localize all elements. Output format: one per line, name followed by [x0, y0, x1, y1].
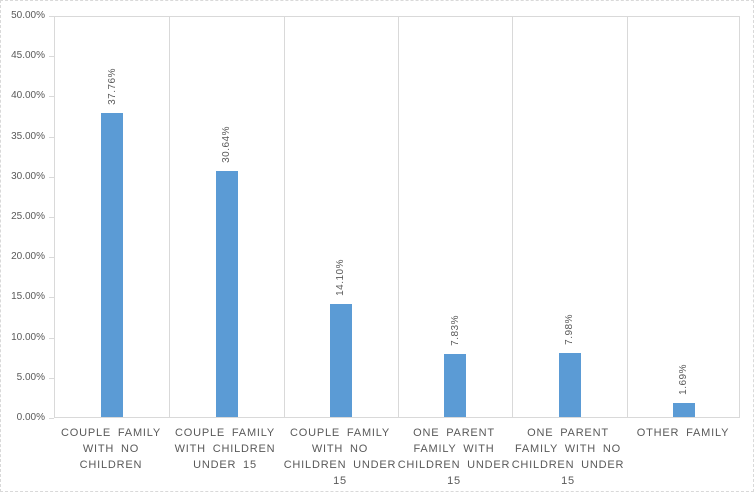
bar-value-label: 37.76%: [106, 68, 118, 105]
category-separator-line: [398, 17, 399, 417]
y-axis-tick-mark: [49, 257, 54, 259]
y-axis-tick-label: 25.00%: [11, 211, 45, 222]
category-separator-line: [284, 17, 285, 417]
category-separator-line: [512, 17, 513, 417]
bar-value-label: 30.64%: [220, 126, 232, 163]
bar: [330, 304, 352, 417]
x-axis-category-label: COUPLE FAMILY WITH CHILDREN UNDER 15: [174, 427, 276, 471]
x-axis-category-label: ONE PARENT FAMILY WITH NO CHILDREN UNDER…: [511, 427, 625, 487]
y-axis-tick-label: 40.00%: [11, 90, 45, 102]
y-axis-tick-label: 5.00%: [16, 371, 45, 383]
y-axis-tick-label: 15.00%: [11, 291, 45, 303]
y-axis-tick-label: 0.00%: [16, 412, 45, 423]
y-axis-tick-label: 35.00%: [11, 130, 45, 142]
bar-value-label: 7.98%: [563, 314, 575, 345]
category-separator-line: [169, 17, 170, 417]
y-axis-tick-mark: [49, 217, 54, 218]
y-axis-tick-mark: [49, 56, 54, 58]
x-axis-category-label: COUPLE FAMILY WITH NO CHILDREN: [61, 427, 161, 471]
bar: [101, 113, 123, 417]
bar-value-label: 1.69%: [678, 364, 690, 395]
x-axis-category-label: COUPLE FAMILY WITH NO CHILDREN UNDER 15: [283, 427, 397, 487]
x-axis-category-label: OTHER FAMILY: [636, 427, 730, 439]
plot-area: 37.76% 30.64% 14.10% 7.83% 7.98% 1.69%: [54, 16, 740, 418]
y-axis-tick-label: 10.00%: [11, 331, 45, 343]
y-axis-tick-mark: [49, 96, 54, 98]
y-axis-tick-label: 50.00%: [11, 10, 45, 21]
bar: [216, 171, 238, 417]
y-axis-tick-mark: [49, 377, 54, 379]
y-axis-tick-label: 45.00%: [11, 50, 45, 62]
y-axis-tick-label: 20.00%: [11, 251, 45, 263]
bar-value-label: 7.83%: [449, 315, 461, 346]
y-axis-tick-mark: [49, 418, 54, 419]
bar-value-label: 14.10%: [335, 259, 347, 296]
y-axis-tick-mark: [49, 337, 54, 339]
category-separator-line: [627, 17, 628, 417]
y-axis-tick-mark: [49, 297, 54, 299]
y-axis-tick-mark: [49, 136, 54, 138]
y-axis-tick-label: 30.00%: [11, 170, 45, 182]
bar: [559, 353, 581, 417]
y-axis-tick-mark: [49, 176, 54, 178]
x-axis-category-label: ONE PARENT FAMILY WITH CHILDREN UNDER 15: [397, 427, 511, 487]
bar: [444, 354, 466, 417]
y-axis-tick-mark: [49, 16, 54, 17]
bar: [673, 403, 695, 417]
